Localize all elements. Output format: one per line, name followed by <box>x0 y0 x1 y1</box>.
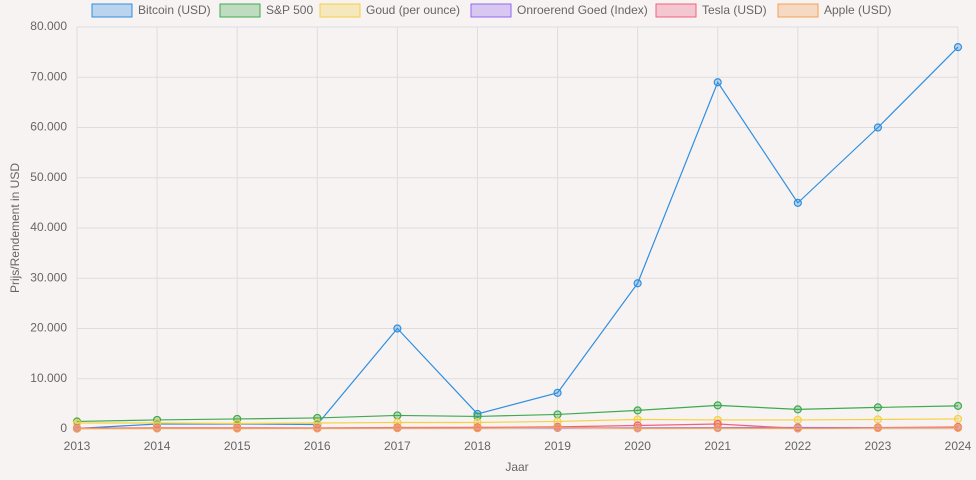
y-tick-label: 0 <box>60 421 67 435</box>
y-tick-label: 60.000 <box>30 120 67 134</box>
data-point <box>473 424 482 433</box>
data-point <box>793 415 802 425</box>
data-point <box>473 409 482 419</box>
data-point <box>953 414 963 424</box>
data-point <box>953 423 963 432</box>
x-tick-label: 2022 <box>784 439 811 453</box>
data-point <box>633 415 642 424</box>
data-point <box>873 415 883 424</box>
series-line <box>76 426 959 430</box>
x-tick-label: 2017 <box>384 439 411 453</box>
data-point <box>152 424 162 433</box>
y-axis-title: Prijs/Rendement in USD <box>8 163 22 293</box>
y-tick-label: 10.000 <box>30 371 67 385</box>
legend-label[interactable]: Apple (USD) <box>824 3 891 17</box>
data-point <box>313 424 322 433</box>
data-point <box>873 123 883 132</box>
data-point <box>793 405 802 414</box>
data-point <box>633 421 642 430</box>
legend-label[interactable]: Goud (per ounce) <box>366 3 460 17</box>
series-line <box>76 46 959 430</box>
legend-label[interactable]: S&P 500 <box>266 3 313 17</box>
data-point <box>793 198 802 207</box>
x-tick-label: 2019 <box>544 439 571 453</box>
data-point <box>72 424 82 433</box>
legend-swatch[interactable] <box>655 3 697 18</box>
y-tick-label: 30.000 <box>30 270 67 284</box>
legend-label[interactable]: Bitcoin (USD) <box>138 3 211 17</box>
x-axis-title: Jaar <box>505 460 528 474</box>
data-point <box>473 412 482 421</box>
data-point <box>873 403 883 412</box>
data-point <box>633 424 642 433</box>
x-tick-label: 2024 <box>945 439 972 453</box>
legend-swatch[interactable] <box>319 3 361 18</box>
y-tick-label: 50.000 <box>30 170 67 184</box>
data-point <box>233 424 242 433</box>
data-point <box>553 410 562 419</box>
x-tick-label: 2018 <box>464 439 491 453</box>
series-line <box>77 418 959 425</box>
data-point <box>633 406 642 415</box>
legend-swatch[interactable] <box>219 3 261 18</box>
series-line <box>76 404 959 423</box>
data-point <box>553 388 562 397</box>
legend-swatch[interactable] <box>470 3 512 18</box>
x-tick-label: 2015 <box>224 439 251 453</box>
data-point <box>393 324 402 333</box>
x-tick-label: 2023 <box>865 439 892 453</box>
y-tick-label: 40.000 <box>30 220 67 234</box>
data-point <box>713 423 722 433</box>
x-tick-label: 2021 <box>704 439 731 453</box>
x-tick-label: 2014 <box>144 439 171 453</box>
y-tick-label: 80.000 <box>30 19 67 33</box>
y-tick-label: 70.000 <box>30 69 67 83</box>
data-point <box>553 423 562 432</box>
legend-swatch[interactable] <box>91 3 133 18</box>
data-point <box>393 411 402 420</box>
legend-label[interactable]: Onroerend Goed (Index) <box>517 3 648 17</box>
data-point <box>713 401 722 410</box>
data-point <box>953 42 963 52</box>
x-tick-label: 2013 <box>64 439 91 453</box>
data-point <box>793 424 802 433</box>
legend-label[interactable]: Tesla (USD) <box>702 3 767 17</box>
x-tick-label: 2016 <box>304 439 331 453</box>
data-point <box>953 401 963 410</box>
data-point <box>873 423 883 433</box>
legend-swatch[interactable] <box>777 3 819 18</box>
y-tick-label: 20.000 <box>30 321 67 335</box>
x-tick-label: 2020 <box>624 439 651 453</box>
data-point <box>633 279 642 288</box>
data-point <box>713 78 722 87</box>
data-point <box>393 424 402 433</box>
data-point <box>713 419 722 429</box>
